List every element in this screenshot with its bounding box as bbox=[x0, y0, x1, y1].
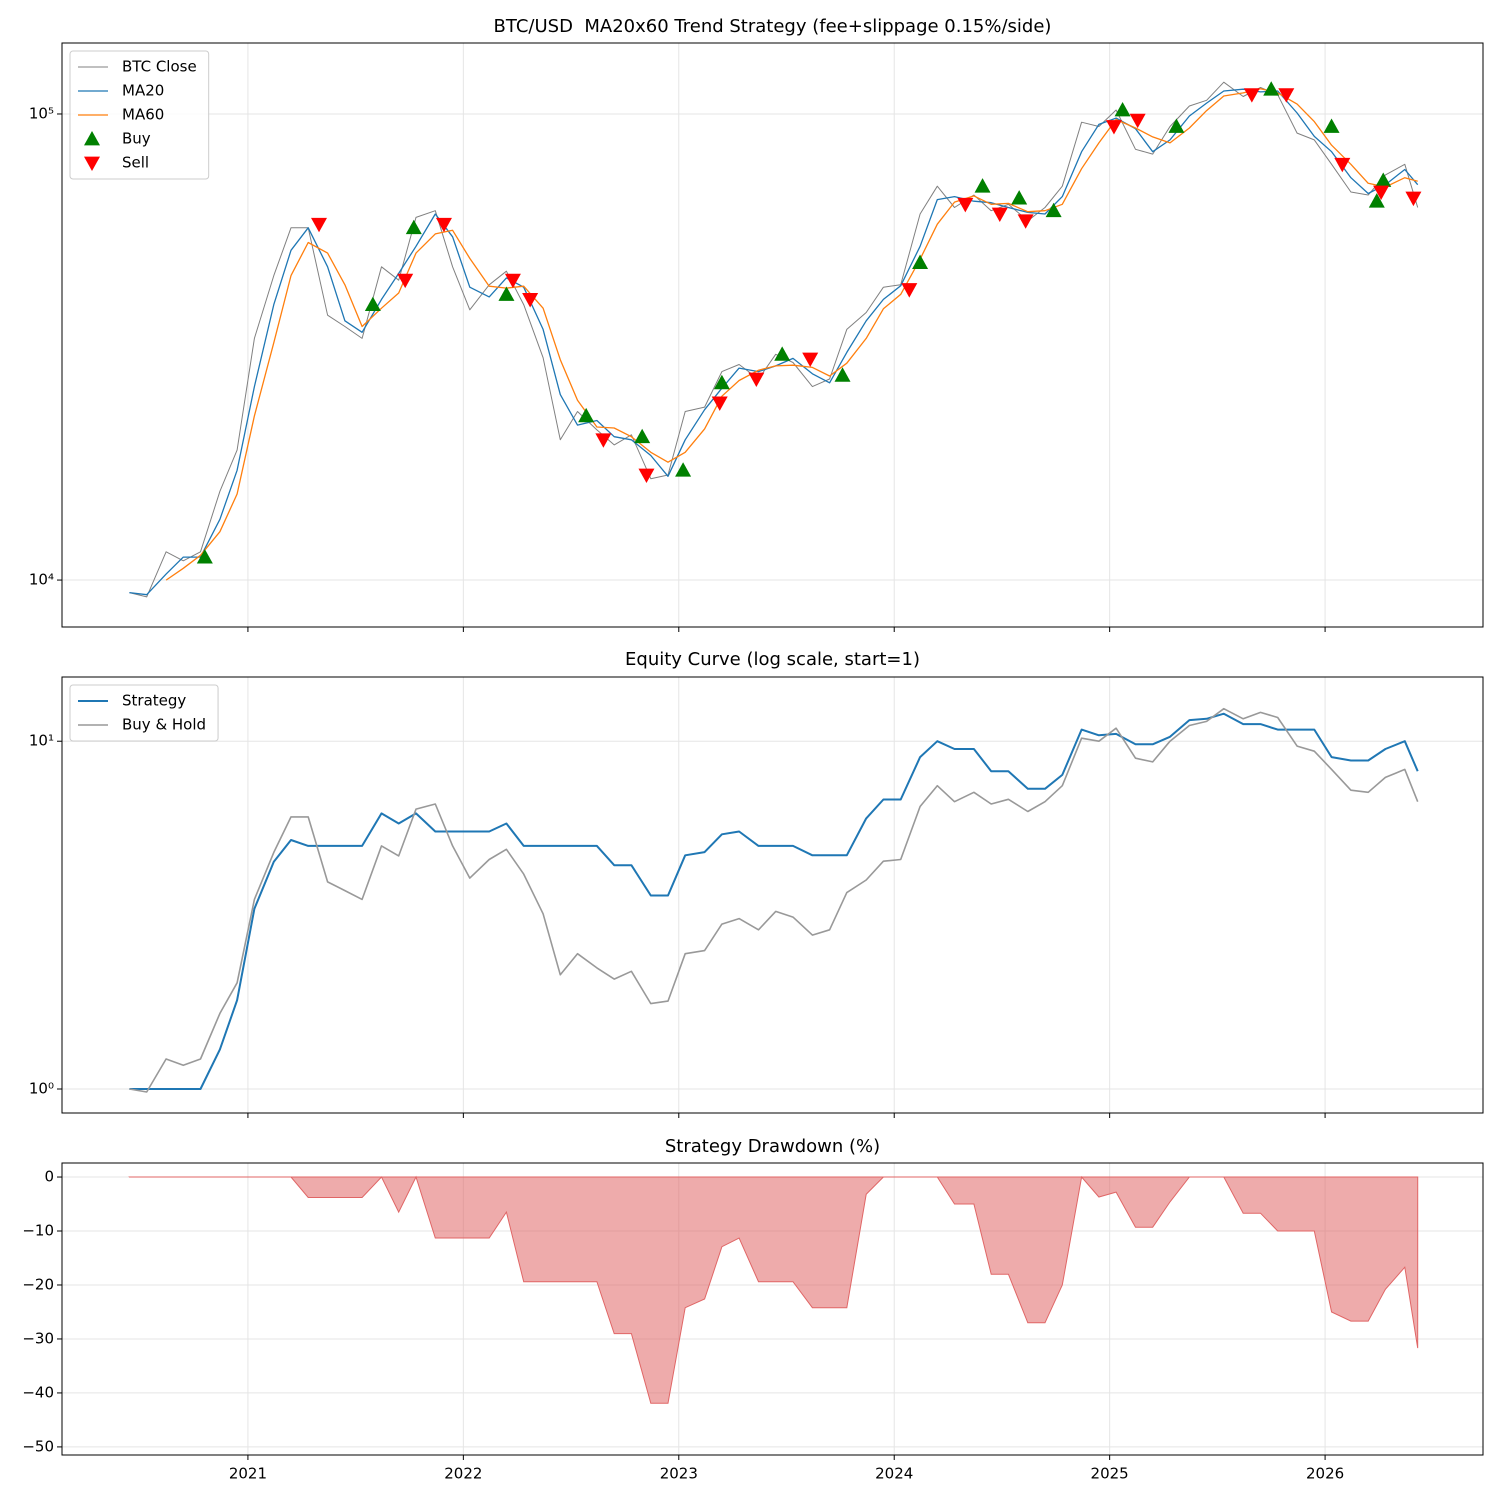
signal-marker bbox=[405, 219, 422, 235]
series-line bbox=[129, 707, 1419, 1093]
axes-frame bbox=[61, 676, 1484, 1114]
signal-marker bbox=[1114, 101, 1131, 117]
legend-label: Buy bbox=[122, 130, 151, 148]
series-line bbox=[129, 88, 1419, 596]
signal-marker bbox=[522, 293, 539, 308]
signal-marker bbox=[364, 296, 381, 311]
y-tick-label: 10⁵ bbox=[29, 104, 54, 122]
y-tick-label: 10⁰ bbox=[29, 1079, 54, 1097]
signal-marker bbox=[711, 396, 728, 411]
signal-marker bbox=[1011, 190, 1028, 205]
signal-marker bbox=[1045, 202, 1062, 218]
y-tick-label: −20 bbox=[22, 1275, 54, 1293]
signal-marker bbox=[1375, 172, 1392, 187]
x-tick-label: 2021 bbox=[229, 1465, 267, 1483]
signal-marker bbox=[748, 372, 765, 388]
signal-marker bbox=[901, 283, 918, 298]
signal-marker bbox=[1017, 214, 1034, 229]
legend-box bbox=[69, 50, 210, 180]
legend-label: MA20 bbox=[122, 82, 164, 100]
signal-marker bbox=[1129, 113, 1146, 129]
y-tick-label: −40 bbox=[22, 1383, 54, 1401]
y-tick-label: 10⁴ bbox=[29, 571, 54, 589]
series-line bbox=[129, 81, 1419, 598]
x-tick-label: 2026 bbox=[1306, 1465, 1344, 1483]
y-tick-label: −10 bbox=[22, 1222, 54, 1240]
series-line bbox=[165, 88, 1418, 581]
series-line bbox=[129, 712, 1419, 1090]
drawdown-area bbox=[128, 1175, 1419, 1404]
signal-marker bbox=[397, 273, 414, 289]
chart-title: Equity Curve (log scale, start=1) bbox=[625, 649, 920, 670]
signal-marker bbox=[1368, 193, 1385, 208]
y-tick-label: 0 bbox=[44, 1168, 54, 1186]
signal-marker bbox=[311, 217, 328, 233]
signal-marker bbox=[991, 207, 1008, 223]
x-tick-label: 2024 bbox=[875, 1465, 913, 1483]
signal-marker bbox=[578, 407, 595, 423]
signal-marker bbox=[638, 468, 655, 484]
signal-marker bbox=[774, 346, 791, 361]
signal-marker bbox=[504, 273, 521, 289]
signal-marker bbox=[498, 286, 515, 301]
signal-marker bbox=[196, 549, 213, 564]
legend-box bbox=[69, 684, 219, 742]
chart-title: BTC/USD MA20x60 Trend Strategy (fee+slip… bbox=[494, 16, 1052, 37]
signal-marker bbox=[834, 367, 851, 382]
legend-label: Buy & Hold bbox=[122, 716, 206, 734]
x-tick-label: 2022 bbox=[444, 1465, 482, 1483]
y-tick-label: −50 bbox=[22, 1437, 54, 1455]
chart-title: Strategy Drawdown (%) bbox=[665, 1136, 880, 1157]
y-tick-label: 10¹ bbox=[29, 732, 54, 750]
signal-marker bbox=[1334, 157, 1351, 173]
signal-marker bbox=[1373, 185, 1390, 201]
signal-marker bbox=[802, 352, 819, 368]
x-tick-label: 2023 bbox=[660, 1465, 698, 1483]
signal-marker bbox=[912, 254, 929, 269]
legend-label: BTC Close bbox=[122, 58, 197, 76]
signal-marker bbox=[1263, 81, 1280, 96]
signal-marker bbox=[1323, 118, 1340, 133]
signal-marker bbox=[1168, 118, 1185, 133]
signal-marker bbox=[1405, 191, 1422, 207]
signal-marker bbox=[675, 462, 692, 477]
axes-frame bbox=[61, 42, 1484, 628]
legend-label: Sell bbox=[122, 154, 149, 172]
signal-marker bbox=[713, 374, 730, 390]
signal-marker bbox=[435, 217, 452, 233]
signal-marker bbox=[974, 178, 991, 193]
y-tick-label: −30 bbox=[22, 1329, 54, 1347]
signal-marker bbox=[1243, 88, 1260, 103]
legend-marker bbox=[84, 131, 100, 146]
signal-marker bbox=[1105, 120, 1122, 135]
legend-label: MA60 bbox=[122, 106, 164, 124]
x-tick-label: 2025 bbox=[1091, 1465, 1129, 1483]
signal-marker bbox=[595, 433, 612, 448]
signal-marker bbox=[1278, 88, 1295, 103]
signal-marker bbox=[957, 197, 974, 213]
axes-frame bbox=[61, 1162, 1484, 1456]
legend-marker bbox=[84, 156, 100, 171]
signal-marker bbox=[634, 428, 651, 444]
legend-label: Strategy bbox=[122, 692, 186, 710]
